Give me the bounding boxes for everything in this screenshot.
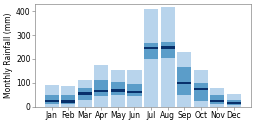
Bar [193, 70, 207, 107]
Bar [177, 67, 190, 95]
Bar [160, 42, 174, 58]
Bar [160, 46, 174, 49]
Bar [210, 100, 224, 102]
Bar [61, 100, 75, 103]
Bar [110, 89, 124, 92]
Bar [144, 47, 157, 49]
Bar [144, 44, 157, 59]
Bar [210, 95, 224, 104]
Bar [144, 9, 157, 107]
Bar [110, 82, 124, 95]
Bar [44, 100, 58, 102]
Bar [177, 82, 190, 84]
Bar [77, 88, 91, 100]
Bar [77, 80, 91, 107]
Bar [193, 83, 207, 101]
Bar [226, 100, 240, 106]
Bar [94, 80, 108, 96]
Bar [61, 95, 75, 104]
Bar [44, 85, 58, 107]
Bar [177, 52, 190, 107]
Bar [127, 91, 141, 93]
Bar [110, 70, 124, 107]
Bar [127, 70, 141, 107]
Bar [44, 95, 58, 104]
Bar [127, 84, 141, 96]
Y-axis label: Monthly Rainfall (mm): Monthly Rainfall (mm) [4, 13, 13, 98]
Bar [226, 93, 240, 107]
Bar [94, 65, 108, 107]
Bar [160, 7, 174, 107]
Bar [210, 88, 224, 107]
Bar [61, 86, 75, 107]
Bar [77, 92, 91, 95]
Bar [226, 102, 240, 104]
Bar [193, 88, 207, 90]
Bar [94, 90, 108, 92]
